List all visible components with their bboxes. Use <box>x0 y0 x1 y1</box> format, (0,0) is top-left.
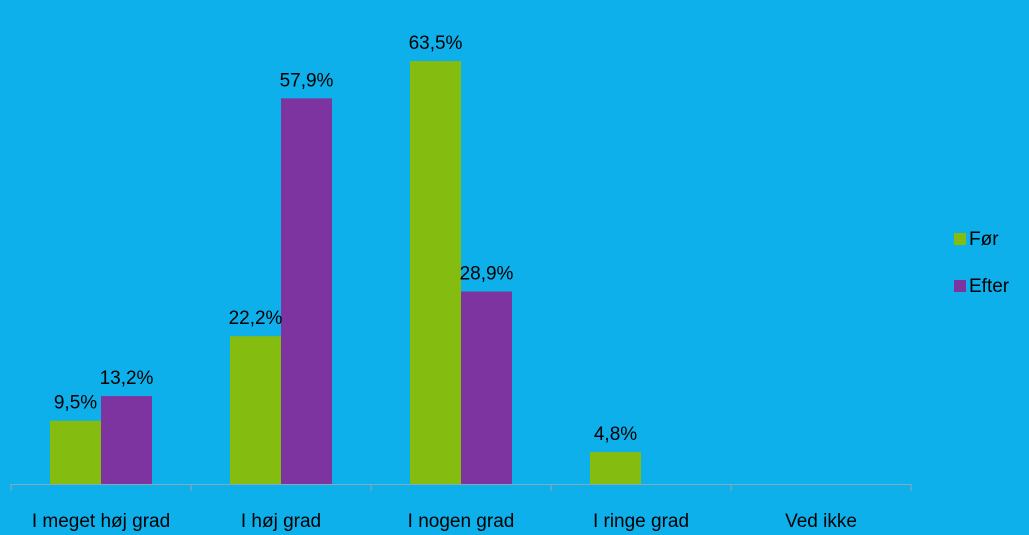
bar-for-i-hoj-grad <box>230 336 281 484</box>
x-axis <box>10 484 912 491</box>
legend: Før Efter <box>954 229 1010 297</box>
x-tick-label-i-meget-hoj-grad: I meget høj grad <box>32 511 170 532</box>
legend-swatch-for <box>954 233 966 245</box>
bar-efter-i-nogen-grad <box>461 291 512 484</box>
bars-group <box>50 61 641 485</box>
data-label-efter-i-hoj-grad: 57,9% <box>280 70 334 91</box>
legend-swatch-efter <box>954 280 966 292</box>
data-label-for-i-ringe-grad: 4,8% <box>594 424 637 445</box>
data-label-for-i-nogen-grad: 63,5% <box>409 33 463 54</box>
x-tick-labels: I meget høj grad I høj grad I nogen grad I … <box>32 511 857 532</box>
data-labels-group: 9,5%13,2% 22,2% 57,9% 63,5% 28,9% 4,8% <box>54 33 637 445</box>
data-label-for-i-hoj-grad: 22,2% <box>229 308 283 329</box>
bar-for-i-nogen-grad <box>410 61 461 485</box>
data-label-for-i-meget-hoj-grad: 9,5% <box>54 393 97 414</box>
legend-label-efter: Efter <box>969 276 1010 297</box>
legend-label-for: Før <box>969 229 999 250</box>
data-label-efter-i-nogen-grad: 28,9% <box>460 264 514 285</box>
data-label-efter-i-meget-hoj-grad: 13,2% <box>100 368 154 389</box>
bar-efter-i-meget-hoj-grad <box>101 396 152 484</box>
x-tick-label-i-hoj-grad: I høj grad <box>241 511 321 532</box>
x-tick-label-i-nogen-grad: I nogen grad <box>408 511 515 532</box>
x-tick-label-ved-ikke: Ved ikke <box>785 511 857 532</box>
bar-for-i-meget-hoj-grad <box>50 420 101 484</box>
x-tick-label-i-ringe-grad: I ringe grad <box>593 511 689 532</box>
bar-for-i-ringe-grad <box>590 452 641 484</box>
bar-efter-i-hoj-grad <box>281 98 332 485</box>
